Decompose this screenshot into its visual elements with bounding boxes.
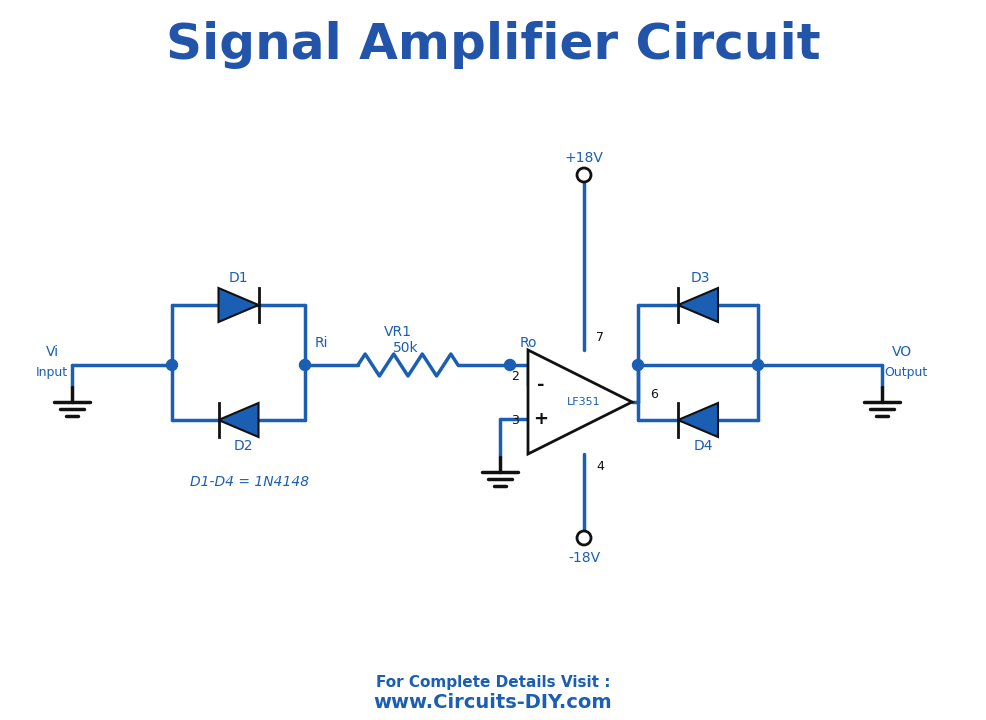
- Polygon shape: [528, 350, 632, 454]
- Circle shape: [577, 168, 591, 182]
- Text: Output: Output: [884, 366, 928, 379]
- Text: +: +: [533, 410, 548, 428]
- Text: D1: D1: [229, 271, 248, 285]
- Text: Signal Amplifier Circuit: Signal Amplifier Circuit: [166, 21, 820, 69]
- Circle shape: [752, 359, 763, 371]
- Text: +18V: +18V: [565, 151, 603, 165]
- Text: 7: 7: [596, 330, 604, 343]
- Text: LF351: LF351: [567, 397, 600, 407]
- Text: D4: D4: [693, 439, 713, 453]
- Circle shape: [577, 531, 591, 545]
- Text: 50k: 50k: [393, 341, 419, 355]
- Text: D3: D3: [690, 271, 710, 285]
- Text: VO: VO: [892, 345, 912, 359]
- Text: VR1: VR1: [384, 325, 412, 339]
- Circle shape: [167, 359, 177, 371]
- Text: -: -: [537, 376, 544, 394]
- Polygon shape: [678, 288, 718, 322]
- Text: Vi: Vi: [45, 345, 58, 359]
- Text: 3: 3: [511, 415, 519, 428]
- Polygon shape: [219, 288, 258, 322]
- Text: www.Circuits-DIY.com: www.Circuits-DIY.com: [374, 693, 612, 711]
- Text: -18V: -18V: [568, 551, 600, 565]
- Text: 2: 2: [511, 369, 519, 382]
- Text: Ri: Ri: [315, 336, 328, 350]
- Circle shape: [505, 359, 516, 371]
- Text: 6: 6: [650, 387, 658, 400]
- Text: Ro: Ro: [520, 336, 537, 350]
- Text: 4: 4: [597, 461, 604, 474]
- Circle shape: [632, 359, 644, 371]
- Text: D1-D4 = 1N4148: D1-D4 = 1N4148: [190, 475, 310, 489]
- Text: D2: D2: [234, 439, 253, 453]
- Text: Input: Input: [35, 366, 68, 379]
- Circle shape: [300, 359, 311, 371]
- Polygon shape: [678, 403, 718, 437]
- Text: For Complete Details Visit :: For Complete Details Visit :: [376, 675, 610, 690]
- Polygon shape: [219, 403, 258, 437]
